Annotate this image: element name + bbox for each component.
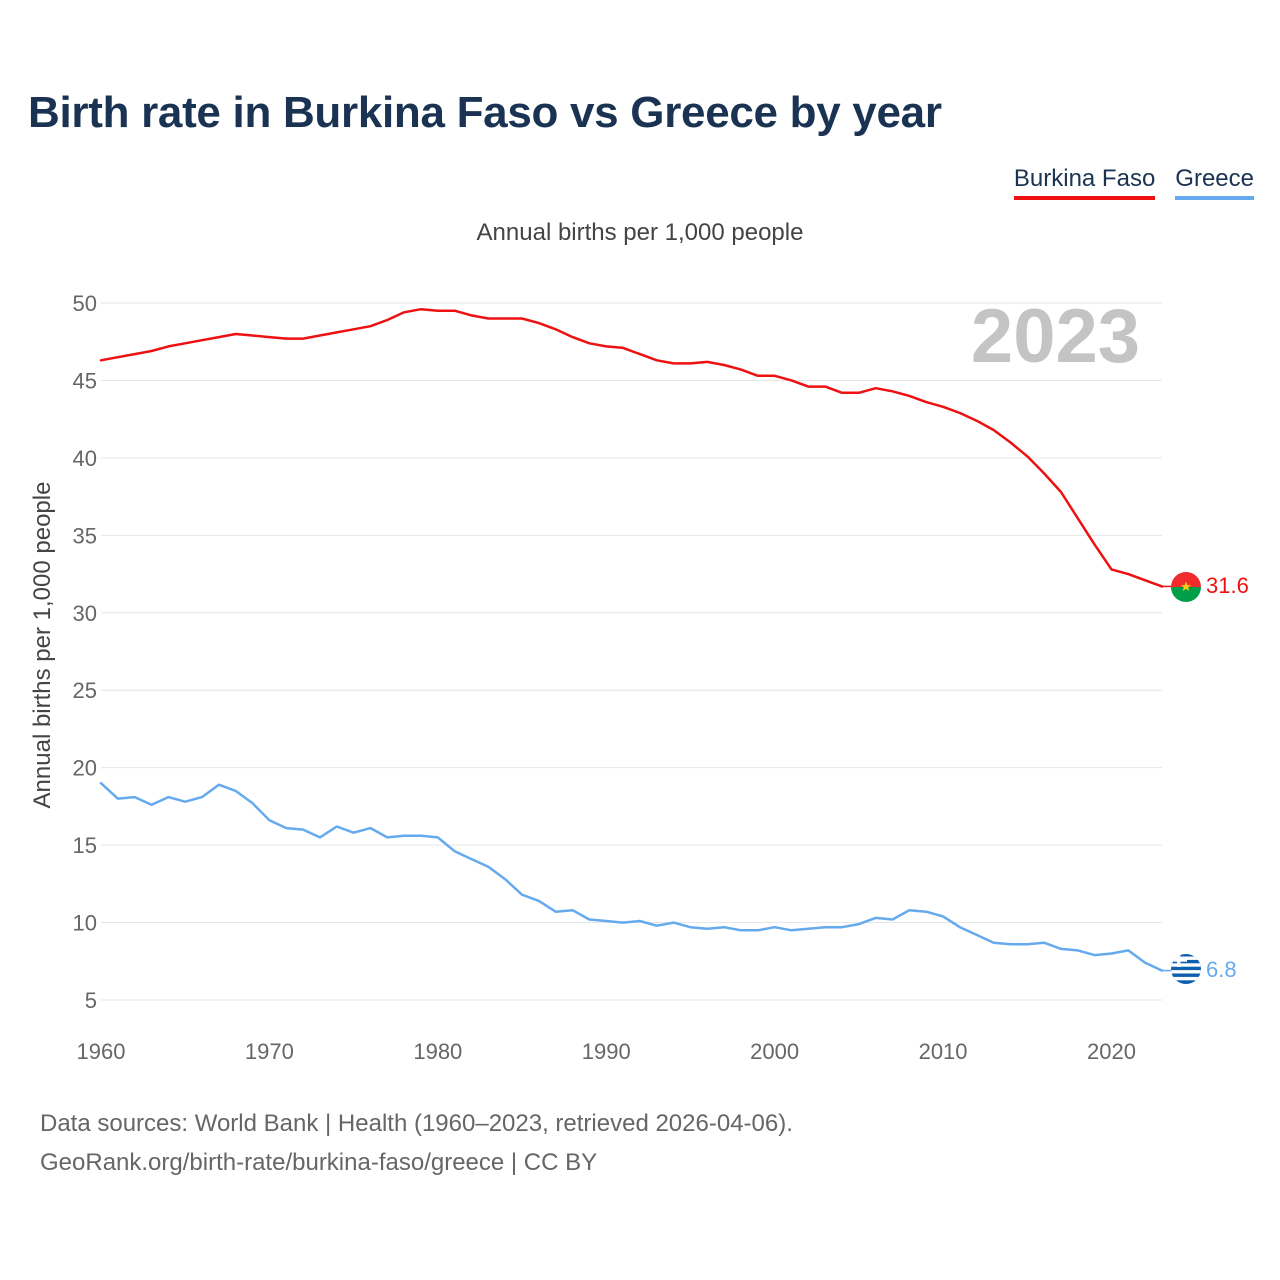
x-axis-ticks: 1960 1970 1980 1990 2000 2010 2020 (77, 1039, 1136, 1064)
chart-title: Birth rate in Burkina Faso vs Greece by … (28, 88, 942, 137)
data-source-note: Data sources: World Bank | Health (1960–… (40, 1110, 793, 1137)
x-tick-label: 2010 (919, 1039, 968, 1064)
y-tick-label: 15 (73, 833, 97, 858)
credit-link[interactable]: GeoRank.org/birth-rate/burkina-faso/gree… (40, 1149, 598, 1176)
chart-footer: Data sources: World Bank | Health (1960–… (40, 1104, 793, 1182)
y-tick-label: 5 (85, 988, 97, 1013)
x-tick-label: 1970 (245, 1039, 294, 1064)
y-tick-label: 30 (73, 601, 97, 626)
y-tick-label: 10 (73, 911, 97, 936)
current-year-label: 2023 (971, 294, 1140, 379)
y-tick-label: 25 (73, 678, 97, 703)
greece-flag-icon (1171, 954, 1201, 984)
y-tick-label: 40 (73, 446, 97, 471)
x-tick-label: 1990 (582, 1039, 631, 1064)
gridlines (101, 302, 1162, 1001)
series-lines (99, 307, 1172, 972)
x-tick-label: 2020 (1087, 1039, 1136, 1064)
legend-item-burkina-faso[interactable]: Burkina Faso (1013, 165, 1156, 200)
y-axis-title: Annual births per 1,000 people (29, 482, 56, 809)
x-tick-label: 1960 (77, 1039, 126, 1064)
y-tick-label: 20 (73, 756, 97, 781)
series-line-greece[interactable] (99, 781, 1164, 972)
line-chart: Annual births per 1,000 people Annual bi… (29, 219, 1249, 1064)
chart-legend: Burkina Faso Greece (1013, 165, 1254, 200)
y-tick-label: 50 (73, 291, 97, 316)
legend-item-greece[interactable]: Greece (1175, 165, 1254, 200)
y-axis-ticks: 5 10 15 20 25 30 35 40 45 50 (73, 291, 97, 1013)
burkina-faso-end-value: 31.6 (1206, 573, 1249, 598)
chart-subtitle: Annual births per 1,000 people (477, 219, 804, 246)
x-tick-label: 1980 (413, 1039, 462, 1064)
x-tick-label: 2000 (750, 1039, 799, 1064)
series-line-burkina-faso[interactable] (99, 307, 1164, 588)
y-tick-label: 45 (73, 368, 97, 393)
burkina-faso-flag-icon (1171, 572, 1201, 602)
y-tick-label: 35 (73, 523, 97, 548)
greece-end-value: 6.8 (1206, 957, 1237, 982)
